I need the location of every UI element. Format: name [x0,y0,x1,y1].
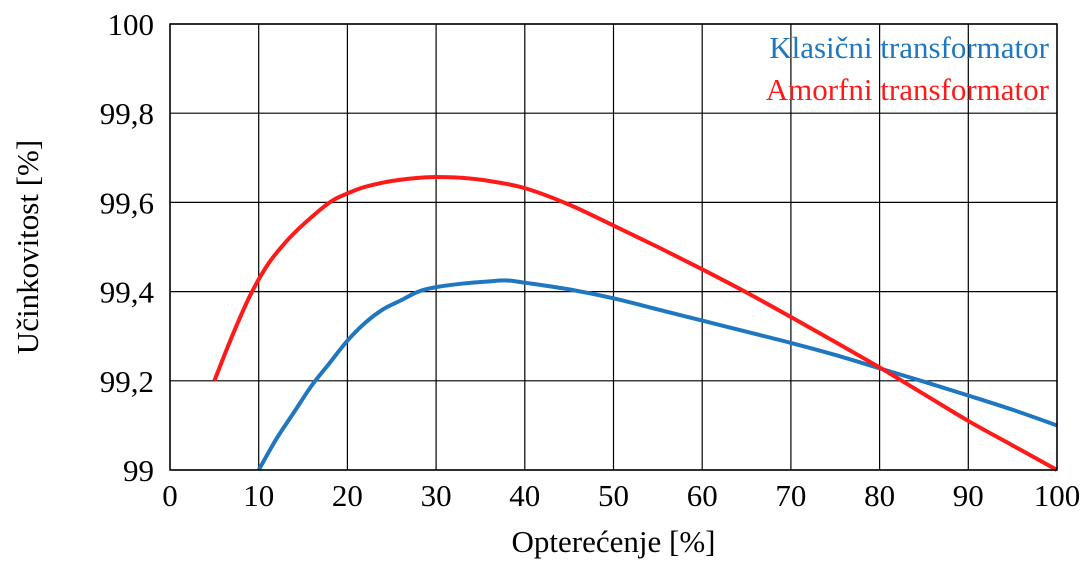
legend-entry: Amorfni transformator [766,72,1050,107]
x-tick-label: 40 [509,478,540,513]
x-axis-title: Opterećenje [%] [512,524,716,559]
x-tick-label: 10 [243,478,274,513]
series-line-1 [256,278,1058,471]
y-tick-label: 99,8 [100,96,154,131]
x-tick-label: 60 [687,478,718,513]
x-tick-label: 0 [162,478,178,513]
x-tick-label: 80 [864,478,895,513]
tick-labels: 0 10 20 30 40 50 60 70 80 90 100 99 99,2 99,4 99,6 99,8… [100,7,1081,513]
y-tick-label: 99,6 [100,185,154,220]
y-axis-title: Učinkovitost [%] [10,140,45,354]
x-tick-label: 70 [775,478,806,513]
x-tick-label: 100 [1034,478,1081,513]
plot-frame [169,23,1058,471]
y-tick-label: 99,2 [100,364,154,399]
legend: Klasični transformator Amorfni transforma… [766,30,1050,107]
y-tick-label: 99 [123,453,154,488]
y-tick-label: 99,4 [100,275,155,310]
series-line-2 [212,174,1058,472]
series-lines [212,174,1058,472]
y-tick-label: 100 [108,7,155,42]
x-tick-label: 30 [421,478,452,513]
x-tick-label: 90 [953,478,984,513]
x-tick-label: 50 [598,478,629,513]
legend-entry: Klasični transformator [769,30,1049,65]
x-tick-label: 20 [332,478,363,513]
